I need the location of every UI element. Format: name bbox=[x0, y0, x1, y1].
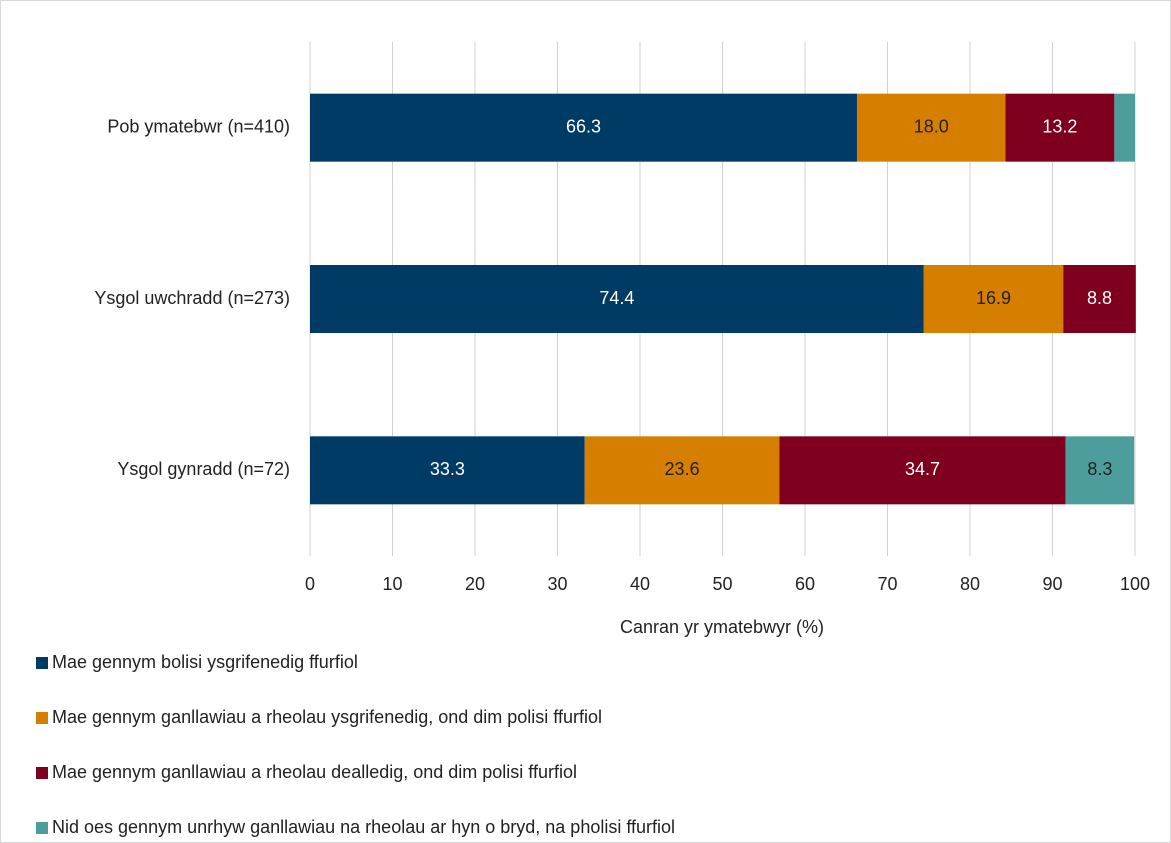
y-tick-label: Ysgol uwchradd (n=273) bbox=[94, 288, 290, 308]
data-label: 16.9 bbox=[976, 288, 1011, 308]
x-tick-label: 60 bbox=[795, 574, 815, 594]
y-tick-label: Pob ymatebwr (n=410) bbox=[107, 116, 290, 136]
bar-segment bbox=[1063, 265, 1136, 333]
legend-swatch bbox=[36, 657, 48, 669]
data-label: 8.8 bbox=[1087, 288, 1112, 308]
data-label: 18.0 bbox=[914, 116, 949, 136]
x-tick-label: 100 bbox=[1120, 574, 1150, 594]
data-label: 74.4 bbox=[599, 288, 634, 308]
x-axis-label: Canran yr ymatebwyr (%) bbox=[620, 617, 824, 637]
data-label: 8.3 bbox=[1087, 459, 1112, 479]
bar-segment bbox=[1065, 436, 1135, 505]
x-tick-label: 50 bbox=[712, 574, 732, 594]
data-label: 23.6 bbox=[665, 459, 700, 479]
x-tick-label: 30 bbox=[547, 574, 567, 594]
bar-segment bbox=[310, 93, 857, 162]
x-tick-label: 70 bbox=[877, 574, 897, 594]
legend-swatch bbox=[36, 712, 48, 724]
legend-label: Nid oes gennym unrhyw ganllawiau na rheo… bbox=[52, 817, 675, 837]
data-label: 34.7 bbox=[905, 459, 940, 479]
x-tick-label: 40 bbox=[630, 574, 650, 594]
bar-segment bbox=[1114, 93, 1135, 162]
bar-segment bbox=[923, 265, 1064, 333]
legend-label: Mae gennym bolisi ysgrifenedig ffurfiol bbox=[52, 652, 358, 672]
data-label: 13.2 bbox=[1042, 116, 1077, 136]
data-label: 66.3 bbox=[566, 116, 601, 136]
legend-swatch bbox=[36, 767, 48, 779]
y-tick-label: Ysgol gynradd (n=72) bbox=[117, 459, 290, 479]
bar-segment bbox=[584, 436, 780, 505]
x-tick-label: 0 bbox=[305, 574, 315, 594]
bar-segment bbox=[310, 265, 924, 333]
bar-segment bbox=[1005, 93, 1115, 162]
bar-segment bbox=[856, 93, 1006, 162]
x-tick-label: 20 bbox=[465, 574, 485, 594]
legend-swatch bbox=[36, 822, 48, 834]
x-tick-label: 10 bbox=[382, 574, 402, 594]
bar-segment bbox=[779, 436, 1066, 505]
bar-segment bbox=[310, 436, 585, 505]
legend-label: Mae gennym ganllawiau a rheolau dealledi… bbox=[52, 762, 577, 782]
x-tick-label: 90 bbox=[1042, 574, 1062, 594]
legend-label: Mae gennym ganllawiau a rheolau ysgrifen… bbox=[52, 707, 602, 727]
x-tick-label: 80 bbox=[960, 574, 980, 594]
data-label: 33.3 bbox=[430, 459, 465, 479]
